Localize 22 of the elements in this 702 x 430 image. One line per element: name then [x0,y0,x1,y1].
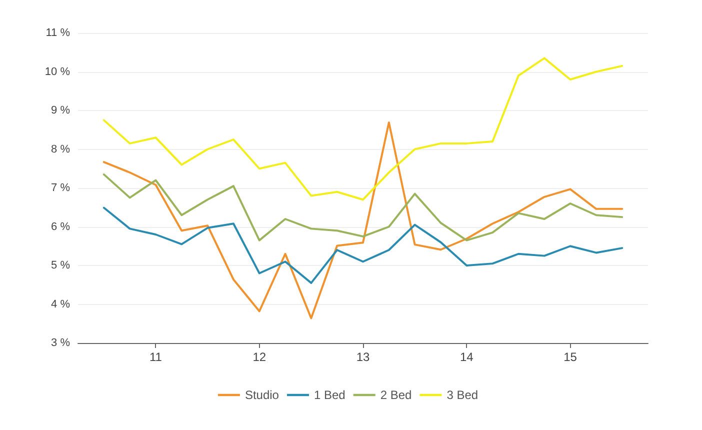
y-tick-label: 5 % [51,260,70,272]
line-series [102,173,624,242]
legend-label: 2 Bed [380,388,412,402]
x-tick-label: 13 [356,350,370,364]
x-tick-label: 14 [460,350,474,364]
y-tick-label: 8 % [51,143,70,156]
x-tick-label: 12 [252,350,266,364]
y-tick-label: 11 % [46,27,70,39]
y-tick-label: 9 % [51,104,70,116]
line-series [102,122,624,320]
y-tick-label: 6 % [51,220,70,233]
legend-label: Studio [244,388,280,402]
legend-label: 3 Bed [446,388,478,402]
legend-label: 1 Bed [314,388,346,402]
x-tick-label: 11 [149,350,162,364]
y-tick-label: 10 % [44,66,70,78]
y-tick-label: 4 % [51,298,70,310]
line-series [102,57,624,201]
y-tick-label: 7 % [51,182,70,194]
y-tick-label: 3 % [51,337,70,349]
line-series [102,206,624,284]
x-tick-label: 15 [564,350,578,364]
